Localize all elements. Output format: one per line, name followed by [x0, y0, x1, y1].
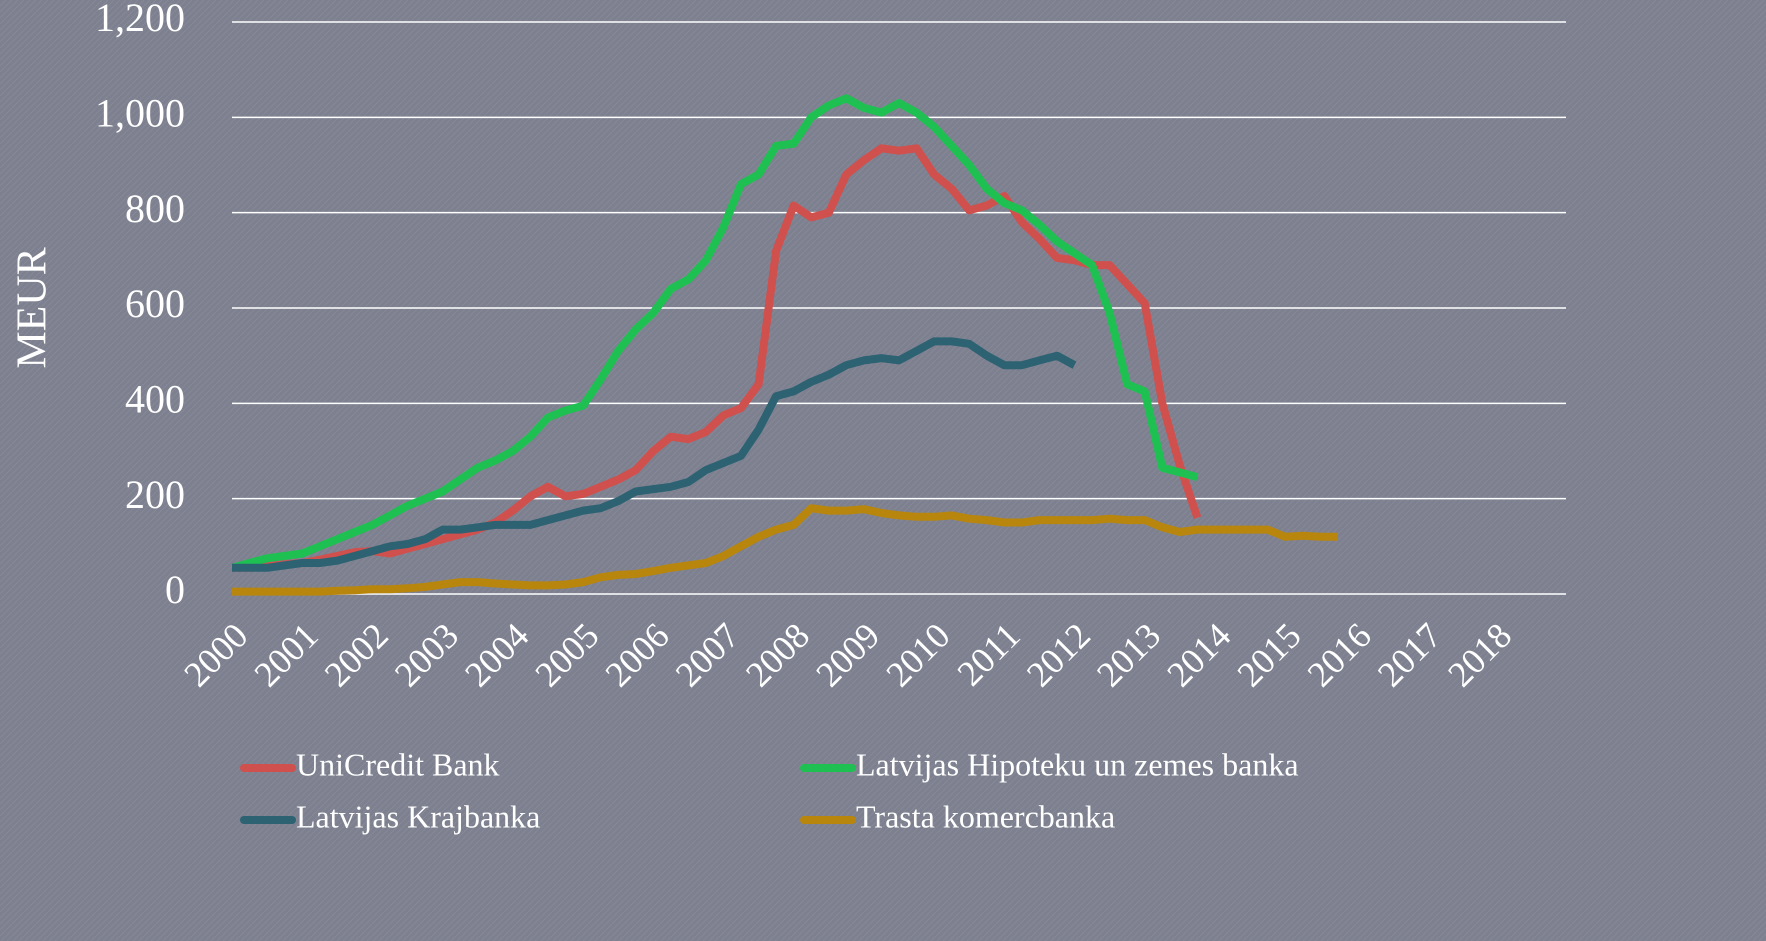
- y-tick-label: 0: [165, 567, 185, 612]
- series-line: [232, 504, 1338, 596]
- legend-label: Trasta komercbanka: [856, 798, 1115, 834]
- series-line: [232, 144, 1202, 572]
- y-tick-label: 400: [125, 377, 185, 422]
- y-tick-label: 800: [125, 186, 185, 231]
- y-tick-label: 1,200: [95, 0, 185, 40]
- legend-label: UniCredit Bank: [296, 746, 500, 782]
- y-axis-label: MEUR: [10, 247, 56, 368]
- legend-label: Latvijas Krajbanka: [296, 798, 540, 834]
- legend-label: Latvijas Hipoteku un zemes banka: [856, 746, 1299, 782]
- y-tick-label: 1,000: [95, 91, 185, 136]
- series-line: [230, 94, 1199, 572]
- series-line: [232, 337, 1077, 572]
- y-tick-label: 600: [125, 281, 185, 326]
- y-tick-label: 200: [125, 472, 185, 517]
